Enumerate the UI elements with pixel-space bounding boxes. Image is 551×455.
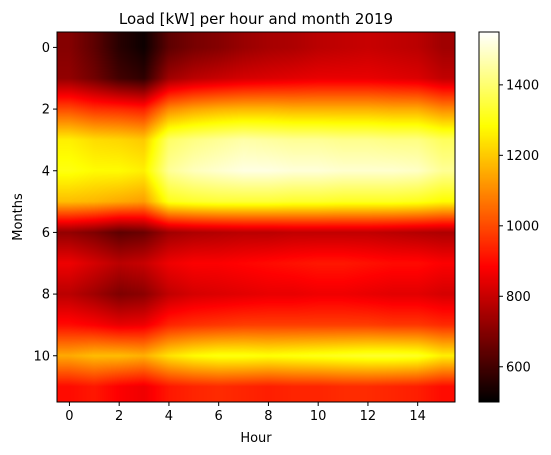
x-tick-label: 6 bbox=[215, 409, 223, 424]
x-tick-label: 8 bbox=[264, 409, 272, 424]
y-tick-label: 2 bbox=[42, 103, 50, 118]
y-tick-label: 0 bbox=[42, 41, 50, 56]
x-tick-label: 10 bbox=[310, 409, 327, 424]
plot-frame bbox=[56, 31, 456, 403]
x-tick-label: 2 bbox=[115, 409, 123, 424]
x-axis-ticks: 0 2 4 6 8 10 12 14 bbox=[65, 402, 426, 424]
x-tick-label: 14 bbox=[409, 409, 426, 424]
colorbar-image bbox=[479, 32, 499, 402]
y-axis-label: Months bbox=[11, 193, 26, 241]
chart-title: Load [kW] per hour and month 2019 bbox=[119, 10, 393, 28]
colorbar-tick-label: 1000 bbox=[506, 219, 539, 234]
colorbar-frame bbox=[478, 31, 500, 403]
y-axis-ticks: 0 2 4 6 8 10 bbox=[33, 41, 57, 364]
x-tick-label: 12 bbox=[360, 409, 377, 424]
y-tick-label: 10 bbox=[33, 349, 50, 364]
colorbar-tick-label: 600 bbox=[506, 360, 531, 375]
colorbar-tick-label: 1400 bbox=[506, 78, 539, 93]
y-tick-label: 4 bbox=[42, 164, 50, 179]
heatmap-image bbox=[57, 32, 455, 402]
x-tick-label: 0 bbox=[65, 409, 73, 424]
x-axis-label: Hour bbox=[240, 431, 272, 446]
y-tick-label: 8 bbox=[42, 288, 50, 303]
colorbar-ticks: 600 800 1000 1200 1400 bbox=[499, 78, 539, 375]
y-tick-label: 6 bbox=[42, 226, 50, 241]
colorbar-tick-label: 800 bbox=[506, 290, 531, 305]
x-tick-label: 4 bbox=[165, 409, 173, 424]
colorbar-tick-label: 1200 bbox=[506, 149, 539, 164]
